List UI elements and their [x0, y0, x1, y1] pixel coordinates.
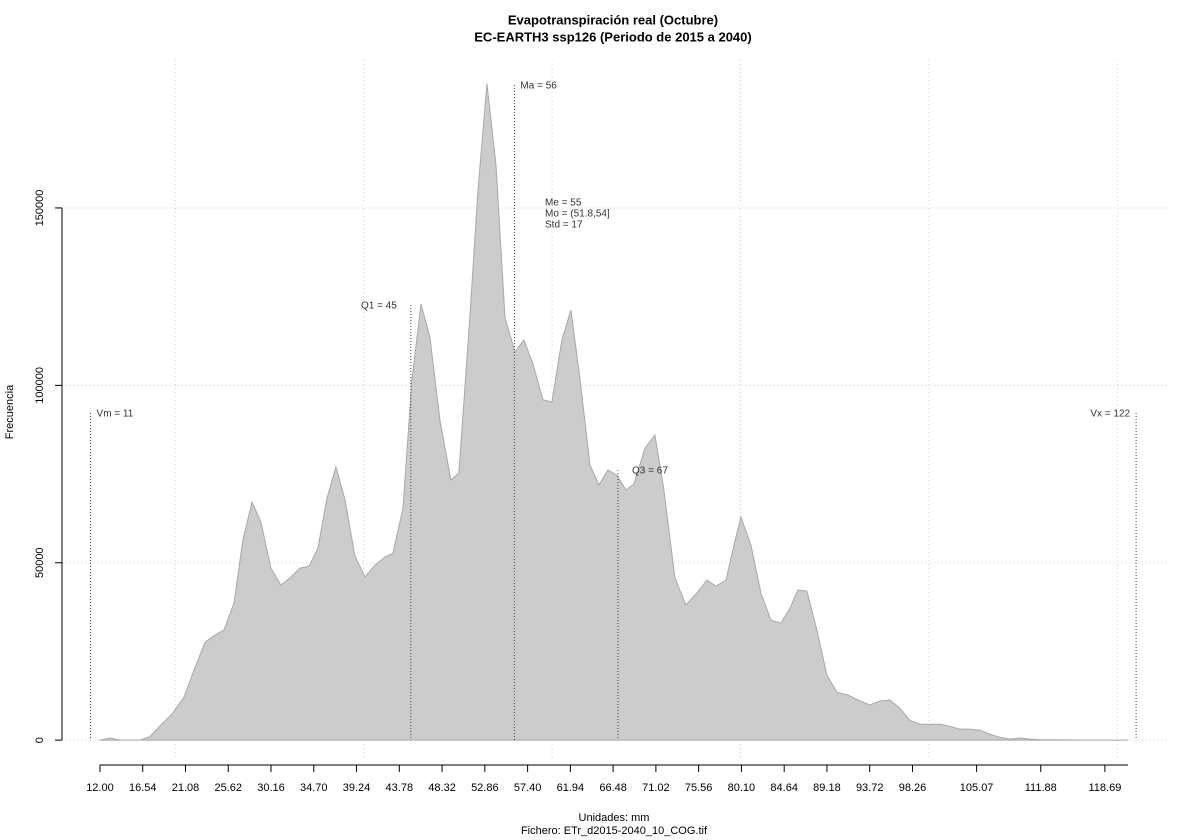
x-tick-label: 71.02 — [642, 782, 670, 794]
x-tick-label: 61.94 — [557, 782, 585, 794]
x-tick-label: 80.10 — [728, 782, 756, 794]
marker-label: Vm = 11 — [97, 409, 134, 420]
stat-label: Mo = (51.8,54] — [545, 209, 610, 220]
x-tick-label: 105.07 — [960, 782, 994, 794]
x-tick-label: 48.32 — [428, 782, 456, 794]
x-tick-label: 89.18 — [813, 782, 841, 794]
x-tick-label: 25.62 — [214, 782, 242, 794]
stat-label: Me = 55 — [545, 198, 582, 209]
x-tick-label: 75.56 — [685, 782, 713, 794]
x-tick-label: 34.70 — [300, 782, 328, 794]
marker-label: Q3 = 67 — [632, 466, 668, 477]
caption: Fichero: ETr_d2015-2040_10_COG.tif — [521, 825, 708, 837]
y-tick-label: 150000 — [34, 190, 46, 227]
x-axis-label: Unidades: mm — [579, 812, 650, 824]
x-tick-label: 66.48 — [599, 782, 627, 794]
area — [98, 83, 1129, 741]
x-tick-label: 30.16 — [257, 782, 285, 794]
x-tick-label: 43.78 — [386, 782, 414, 794]
marker-label: Ma = 56 — [520, 81, 557, 92]
x-tick-label: 12.00 — [86, 782, 114, 794]
x-tick-label: 57.40 — [514, 782, 542, 794]
y-tick-label: 100000 — [34, 367, 46, 404]
x-tick-label: 84.64 — [770, 782, 798, 794]
marker-label: Vx = 122 — [1090, 409, 1130, 420]
chart-title: Evapotranspiración real (Octubre) — [508, 12, 718, 27]
x-tick-label: 111.88 — [1025, 782, 1057, 794]
stat-label: Std = 17 — [545, 220, 583, 231]
x-tick-label: 93.72 — [856, 782, 884, 794]
y-tick-label: 0 — [34, 737, 46, 743]
x-tick-label: 39.24 — [343, 782, 371, 794]
x-tick-label: 21.08 — [172, 782, 200, 794]
x-tick-label: 16.54 — [129, 782, 157, 794]
x-tick-label: 118.69 — [1088, 782, 1121, 794]
x-tick-label: 98.26 — [899, 782, 927, 794]
y-axis-label: Frecuencia — [4, 384, 16, 439]
chart-subtitle: EC-EARTH3 ssp126 (Periodo de 2015 a 2040… — [474, 29, 751, 44]
marker-label: Q1 = 45 — [361, 301, 397, 312]
y-tick-label: 50000 — [34, 547, 46, 578]
x-tick-label: 52.86 — [471, 782, 499, 794]
